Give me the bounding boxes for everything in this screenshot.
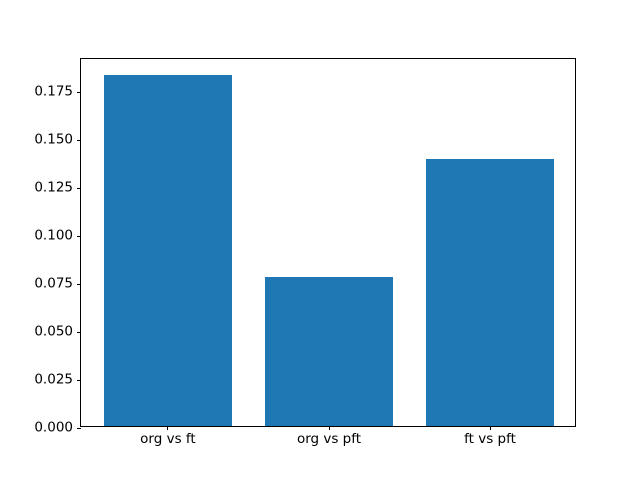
- x-axis-tick-label: org vs ft: [140, 431, 196, 447]
- y-axis-tick-mark: [77, 427, 81, 429]
- bar-ft-vs-pft: [425, 159, 555, 426]
- bar-org-vs-pft: [264, 277, 394, 426]
- y-axis-tick-label: 0.150: [34, 131, 73, 148]
- y-axis-tick-mark: [77, 187, 81, 189]
- y-axis-tick-label: 0.175: [34, 83, 73, 100]
- y-axis-tick-label: 0.125: [34, 179, 73, 196]
- y-axis-tick-label: 0.050: [34, 323, 73, 340]
- y-axis-tick-label: 0.100: [34, 227, 73, 244]
- y-axis-tick-mark: [77, 235, 81, 237]
- x-axis-tick-label: org vs pft: [296, 431, 362, 447]
- y-axis-tick-label: 0.025: [34, 371, 73, 388]
- y-axis-tick-mark: [77, 283, 81, 285]
- y-axis-tick-mark: [77, 379, 81, 381]
- x-axis-tick-label: ft vs pft: [464, 431, 516, 447]
- plot-area: 0.000 0.025 0.050 0.075 0.100 0.125 0.150 0.175…: [34, 58, 576, 446]
- y-axis-tick-mark: [77, 139, 81, 141]
- x-axis-tick-mark: [328, 426, 330, 430]
- x-axis-tick-mark: [489, 426, 491, 430]
- bar-org-vs-ft: [103, 74, 233, 426]
- y-axis-tick-label: 0.000: [34, 419, 73, 436]
- y-axis-tick-label: 0.075: [34, 275, 73, 292]
- x-axis-tick-mark: [167, 426, 169, 430]
- y-axis-tick-mark: [77, 91, 81, 93]
- y-axis-tick-mark: [77, 331, 81, 333]
